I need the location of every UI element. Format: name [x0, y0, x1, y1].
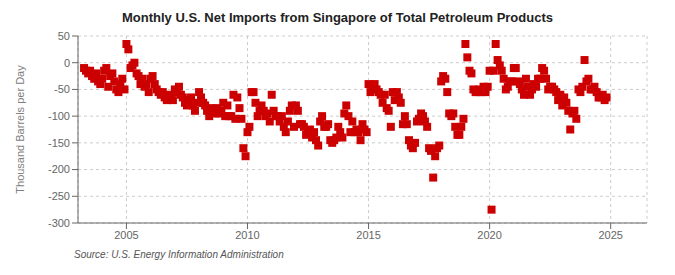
- svg-text:-250: -250: [48, 190, 70, 202]
- svg-text:0: 0: [64, 57, 70, 69]
- svg-text:2005: 2005: [114, 229, 138, 241]
- svg-text:Thousand Barrels per Day: Thousand Barrels per Day: [14, 65, 26, 194]
- svg-text:-150: -150: [48, 137, 70, 149]
- svg-text:2015: 2015: [356, 229, 380, 241]
- svg-text:-100: -100: [48, 110, 70, 122]
- svg-text:-200: -200: [48, 163, 70, 175]
- svg-text:50: 50: [58, 30, 70, 42]
- svg-text:2010: 2010: [235, 229, 259, 241]
- svg-text:-300: -300: [48, 217, 70, 229]
- html-text:Monthly U.S. Net Imports from: Monthly U.S. Net Imports from Singapore …: [122, 10, 553, 25]
- svg-text:-50: -50: [54, 83, 70, 95]
- html-text:Source: U.S. Energy Informatio: Source: U.S. Energy Information Administ…: [74, 249, 284, 260]
- svg-text:2020: 2020: [477, 229, 501, 241]
- svg-text:2025: 2025: [598, 229, 622, 241]
